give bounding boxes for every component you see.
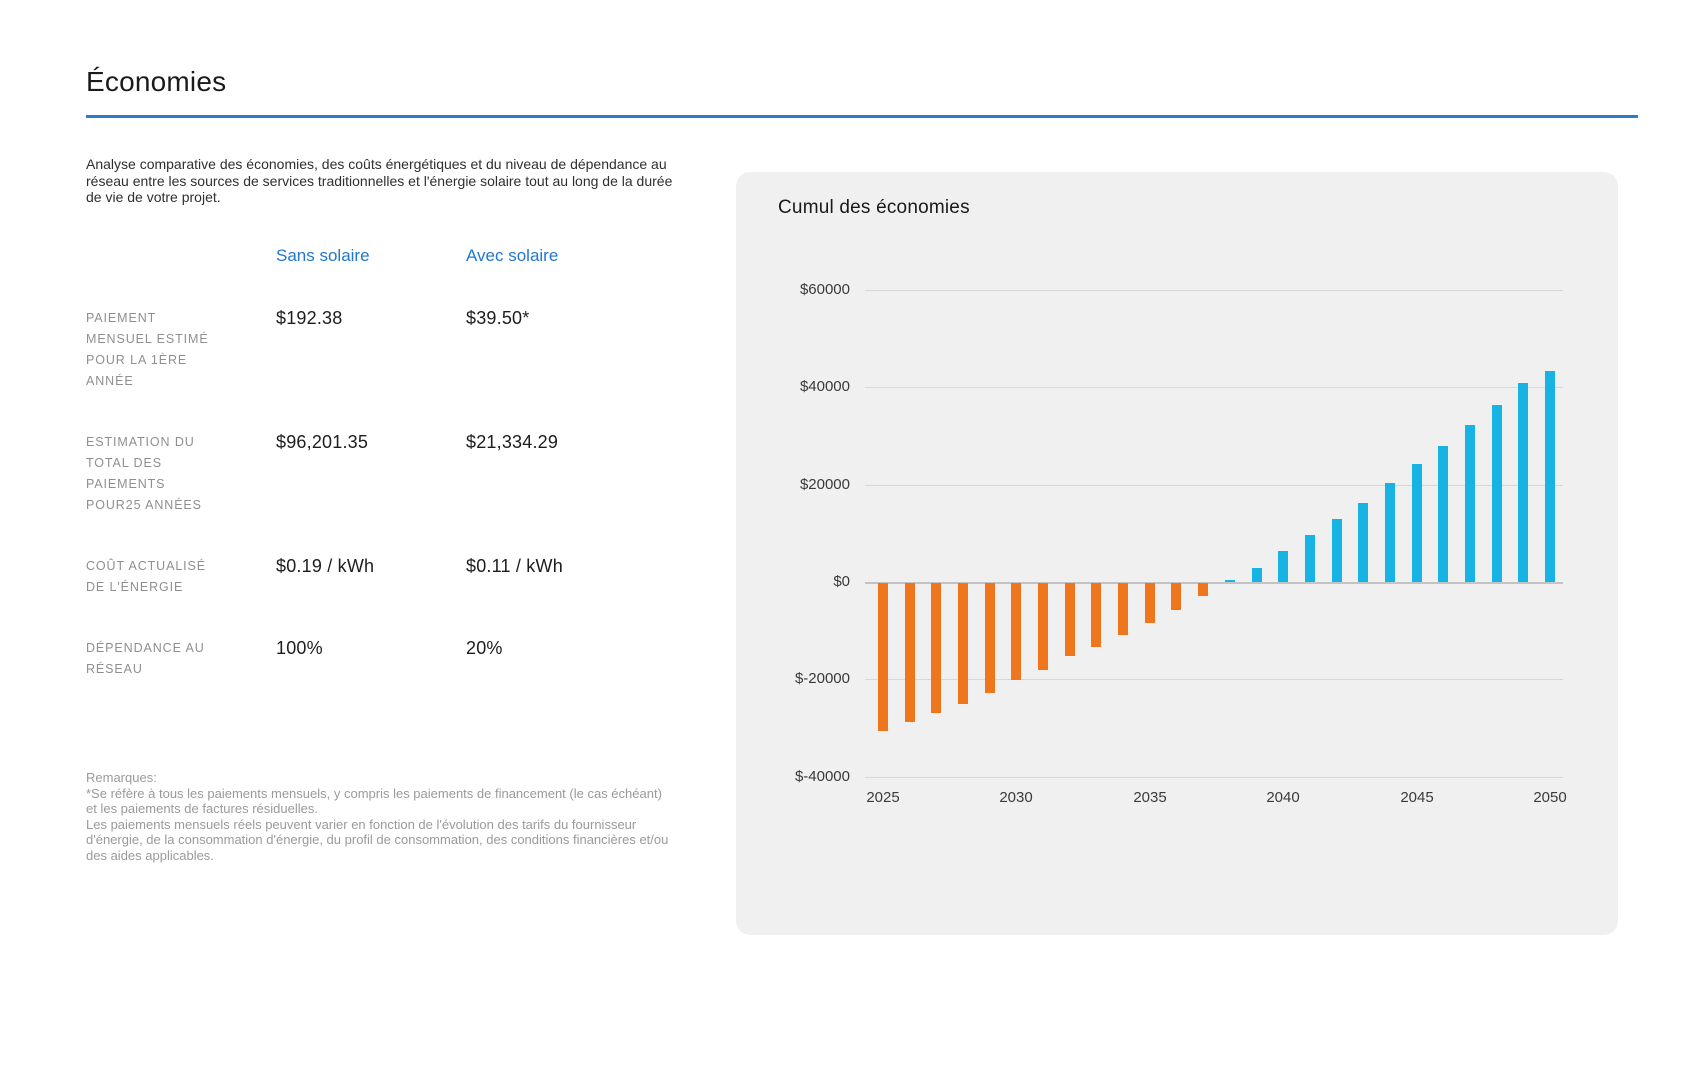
row-label: DÉPENDANCE AU RÉSEAU <box>86 641 205 676</box>
bar-2048 <box>1492 405 1502 582</box>
table-row: ESTIMATION DU TOTAL DES PAIEMENTS POUR25… <box>86 432 666 516</box>
value-sans-solaire: $192.38 <box>276 308 343 328</box>
page-title: Économies <box>86 66 227 97</box>
bar-2044 <box>1385 483 1395 582</box>
note-line-2: Les paiements mensuels réels peuvent var… <box>86 816 669 863</box>
value-avec-solaire: $39.50* <box>466 308 530 328</box>
y-axis-tick-label: $-20000 <box>794 670 850 687</box>
bar-2040 <box>1278 551 1288 582</box>
gridline <box>865 387 1563 388</box>
table-row: COÛT ACTUALISÉ DE L'ÉNERGIE $0.19 / kWh $0… <box>86 556 666 598</box>
note-line-1: *Se réfère à tous les paiements mensuels… <box>86 785 662 817</box>
bar-2032 <box>1065 583 1075 656</box>
gridline <box>865 777 1563 778</box>
x-axis-tick-label: 2025 <box>866 789 900 806</box>
gridline <box>865 679 1563 680</box>
x-axis-tick-label: 2035 <box>1133 789 1167 806</box>
table-header-row: Sans solaire Avec solaire <box>86 246 666 266</box>
y-axis-tick-label: $0 <box>833 573 850 590</box>
bar-2042 <box>1332 519 1342 582</box>
table-body: PAIEMENT MENSUEL ESTIMÉ POUR LA 1ÈRE ANN… <box>86 308 666 680</box>
bar-2046 <box>1438 446 1448 582</box>
savings-bar-chart: $60000 $40000 $20000 $0 $-20000 $-40000 2025 20… <box>736 172 1618 935</box>
y-axis-tick-label: $60000 <box>799 281 850 298</box>
comparison-table: Sans solaire Avec solaire PAIEMENT MENSU… <box>86 246 666 720</box>
bar-2037 <box>1198 583 1208 596</box>
notes: Remarques: *Se réfère à tous les paiemen… <box>86 770 670 863</box>
bar-2027 <box>931 583 941 713</box>
gridline <box>865 485 1563 486</box>
bar-2034 <box>1118 583 1128 635</box>
value-sans-solaire: $96,201.35 <box>276 432 369 452</box>
bar-2045 <box>1412 464 1422 582</box>
value-avec-solaire: 20% <box>466 638 503 658</box>
chart-title: Cumul des économies <box>778 197 970 218</box>
value-sans-solaire: $0.19 / kWh <box>276 556 375 576</box>
row-label: COÛT ACTUALISÉ DE L'ÉNERGIE <box>86 559 207 594</box>
bar-2036 <box>1171 583 1181 610</box>
bar-2039 <box>1252 568 1262 582</box>
row-label: ESTIMATION DU TOTAL DES PAIEMENTS POUR25… <box>86 435 202 512</box>
table-row: DÉPENDANCE AU RÉSEAU 100% 20% <box>86 638 666 680</box>
x-axis-tick-label: 2045 <box>1400 789 1434 806</box>
bar-2047 <box>1465 425 1475 582</box>
title-divider <box>86 115 1638 118</box>
bar-2030 <box>1011 583 1021 680</box>
table-row: PAIEMENT MENSUEL ESTIMÉ POUR LA 1ÈRE ANN… <box>86 308 666 392</box>
bar-2025 <box>878 583 888 731</box>
bar-2050 <box>1545 371 1555 582</box>
row-label: PAIEMENT MENSUEL ESTIMÉ POUR LA 1ÈRE ANN… <box>86 311 209 388</box>
y-axis-tick-label: $-40000 <box>794 768 850 785</box>
column-header-sans-solaire[interactable]: Sans solaire <box>276 246 370 265</box>
bar-2035 <box>1145 583 1155 623</box>
notes-heading: Remarques: <box>86 770 157 785</box>
zero-gridline <box>865 582 1563 584</box>
bar-2028 <box>958 583 968 704</box>
bar-2041 <box>1305 535 1315 582</box>
page-description: Analyse comparative des économies, des c… <box>86 156 673 205</box>
bar-2038 <box>1225 580 1235 582</box>
x-axis-tick-label: 2040 <box>1266 789 1300 806</box>
column-header-avec-solaire[interactable]: Avec solaire <box>466 246 559 265</box>
x-axis-tick-label: 2050 <box>1533 789 1567 806</box>
gridline <box>865 290 1563 291</box>
bar-2049 <box>1518 383 1528 582</box>
x-axis-tick-label: 2030 <box>999 789 1033 806</box>
bar-2031 <box>1038 583 1048 670</box>
value-avec-solaire: $21,334.29 <box>466 432 559 452</box>
bar-2043 <box>1358 503 1368 582</box>
bar-2033 <box>1091 583 1101 647</box>
value-sans-solaire: 100% <box>276 638 323 658</box>
bar-2026 <box>905 583 915 722</box>
chart-panel: Cumul des économies $60000 $40000 $20000 $0… <box>736 172 1618 935</box>
value-avec-solaire: $0.11 / kWh <box>466 556 563 576</box>
y-axis-tick-label: $20000 <box>799 476 850 493</box>
bar-2029 <box>985 583 995 693</box>
y-axis-tick-label: $40000 <box>799 378 850 395</box>
